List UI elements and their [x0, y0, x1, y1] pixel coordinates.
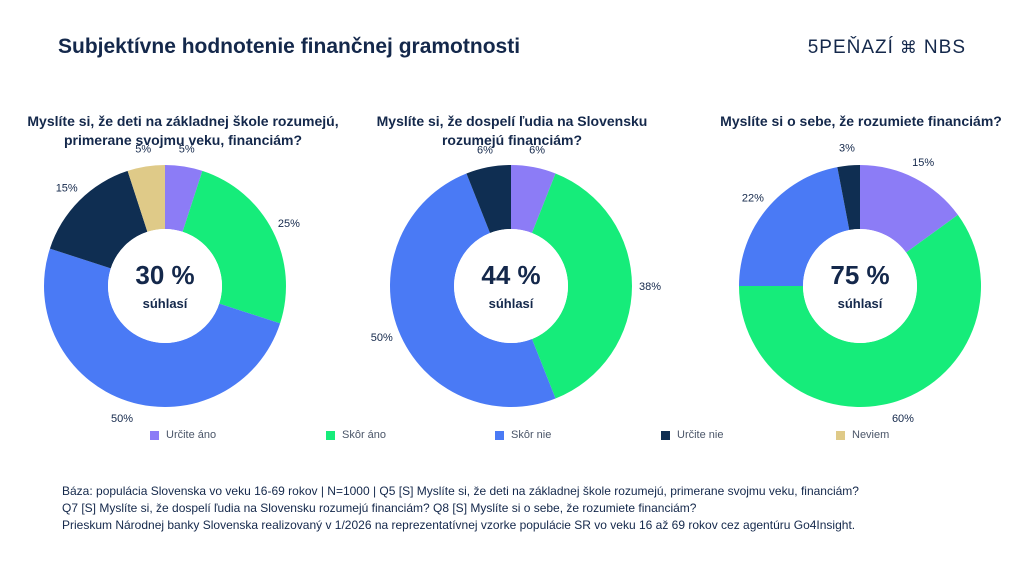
chart-3-slice-skor-nie [739, 167, 850, 286]
legend-swatch-skor-nie [495, 430, 504, 440]
legend: Určite áno Skôr áno Skôr nie Určite nie … [0, 429, 1024, 445]
legend-item-urcite-nie: Určite nie [661, 429, 723, 441]
footer-note: Báza: populácia Slovenska vo veku 16-69 … [62, 483, 982, 534]
footer-line-3: Prieskum Národnej banky Slovenska realiz… [62, 518, 856, 532]
legend-item-skor-nie: Skôr nie [495, 429, 551, 441]
chart-2-label-skor-ano: 38% [639, 281, 661, 293]
chart-1-slice-skor-ano [182, 170, 287, 324]
chart-2-label-skor-nie: 50% [371, 332, 393, 344]
chart-3-label-urcite-nie: 3% [839, 143, 855, 155]
chart-1-label-neviem: 5% [135, 144, 151, 156]
chart-2-slice-urcite-nie [466, 165, 511, 234]
question-3: Myslíte si o sebe, že rozumiete financiá… [720, 113, 1002, 129]
chart-1-slice-neviem [127, 165, 165, 232]
chart-1-label-skor-ano: 25% [278, 218, 300, 230]
chart-3-center-value: 75 % [830, 260, 889, 290]
legend-label-skor-nie: Skôr nie [511, 429, 552, 441]
chart-3-slice-skor-ano [738, 214, 981, 407]
chart-1-slice-urcite-nie [49, 170, 148, 269]
chart-3-hole [803, 229, 917, 343]
legend-label-neviem: Neviem [852, 429, 890, 441]
chart-1-slice-urcite-ano [165, 165, 203, 232]
chart-3-slice-urcite-nie [837, 165, 860, 231]
chart-2-center-value: 44 % [481, 260, 540, 290]
footer-line-1: Báza: populácia Slovenska vo veku 16-69 … [62, 484, 859, 498]
chart-1-hole [108, 229, 222, 343]
legend-item-skor-ano: Skôr áno [326, 429, 386, 441]
chart-2-slice-skor-nie [390, 173, 556, 407]
legend-label-urcite-nie: Určite nie [677, 429, 724, 441]
brand-separator-icon: ⌘ [899, 38, 918, 57]
chart-3-label-urcite-ano: 15% [912, 157, 934, 169]
question-1: Myslíte si, že deti na základnej škole r… [27, 113, 339, 148]
brand-logo: 5PEŇAZÍ ⌘ NBS [808, 37, 966, 59]
chart-3-center-label: súhlasí [838, 296, 883, 311]
chart-1-label-urcite-ano: 5% [179, 144, 195, 156]
chart-3-label-skor-nie: 22% [742, 192, 764, 204]
chart-2-center-label: súhlasí [489, 296, 534, 311]
chart-2-hole [454, 229, 568, 343]
chart-3-label-skor-ano: 60% [892, 413, 914, 425]
legend-item-neviem: Neviem [836, 429, 889, 441]
footer-line-2: Q7 [S] Myslíte si, že dospelí ľudia na S… [62, 501, 697, 515]
chart-2-label-urcite-nie: 6% [477, 144, 493, 156]
page-title: Subjektívne hodnotenie finančnej gramotn… [58, 35, 521, 58]
chart-1-center-value: 30 % [135, 260, 194, 290]
chart-2-slice-skor-ano [531, 173, 632, 399]
chart-2-label-urcite-ano: 6% [529, 144, 545, 156]
legend-swatch-urcite-ano [150, 430, 159, 440]
chart-1-label-skor-nie: 50% [111, 413, 133, 425]
legend-item-urcite-ano: Určite áno [150, 429, 216, 441]
legend-label-urcite-ano: Určite áno [166, 429, 217, 441]
brand-nbs: NBS [923, 37, 966, 58]
chart-1-slice-skor-nie [44, 248, 281, 407]
chart-1-label-urcite-nie: 15% [56, 183, 78, 195]
legend-swatch-urcite-nie [661, 430, 670, 440]
legend-swatch-skor-ano [326, 430, 335, 440]
brand-5penazi: 5PEŇAZÍ [807, 37, 894, 58]
chart-2-slice-urcite-ano [511, 165, 556, 234]
chart-3-slice-urcite-ano [860, 165, 958, 253]
legend-label-skor-ano: Skôr áno [342, 429, 387, 441]
legend-swatch-neviem [836, 430, 845, 440]
question-2: Myslíte si, že dospelí ľudia na Slovensk… [376, 113, 648, 148]
chart-1-center-label: súhlasí [143, 296, 188, 311]
